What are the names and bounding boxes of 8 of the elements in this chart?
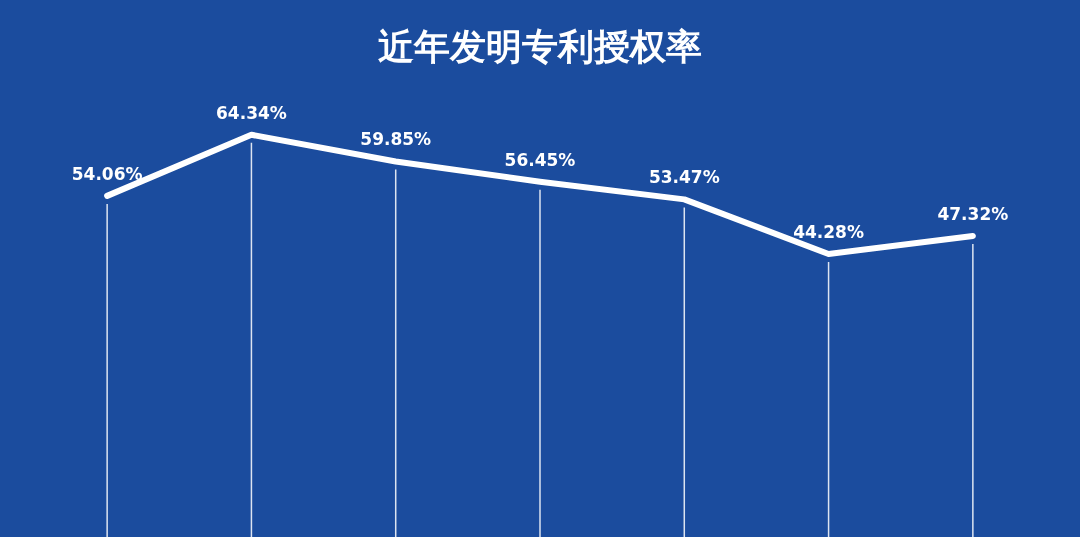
- data-label: 56.45%: [504, 149, 576, 170]
- chart-title: 近年发明专利授权率: [378, 25, 702, 67]
- data-label: 59.85%: [360, 129, 432, 150]
- data-label: 54.06%: [71, 163, 143, 184]
- data-label: 44.28%: [793, 221, 864, 242]
- data-label: 64.34%: [216, 102, 287, 123]
- data-label: 47.32%: [937, 203, 1009, 224]
- data-label: 53.47%: [648, 167, 720, 188]
